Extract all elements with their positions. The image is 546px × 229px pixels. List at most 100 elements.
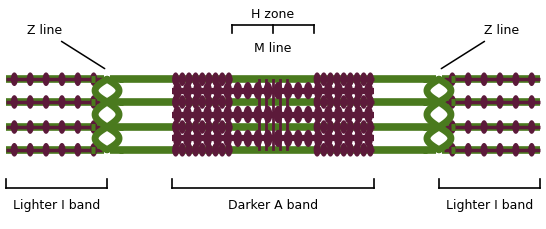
Polygon shape <box>340 95 347 102</box>
Polygon shape <box>212 72 219 79</box>
Polygon shape <box>528 79 535 86</box>
Polygon shape <box>353 79 360 86</box>
Polygon shape <box>465 102 472 109</box>
Polygon shape <box>327 143 334 150</box>
Polygon shape <box>244 130 252 138</box>
Polygon shape <box>11 102 18 109</box>
Polygon shape <box>334 91 343 99</box>
Polygon shape <box>304 106 312 114</box>
Polygon shape <box>27 150 34 157</box>
Polygon shape <box>321 79 327 86</box>
Polygon shape <box>234 130 242 138</box>
Polygon shape <box>347 127 354 134</box>
Polygon shape <box>480 102 488 109</box>
Polygon shape <box>172 143 179 150</box>
Polygon shape <box>186 79 193 86</box>
Polygon shape <box>43 72 50 79</box>
Polygon shape <box>199 95 206 102</box>
Polygon shape <box>364 91 373 99</box>
Polygon shape <box>90 79 97 86</box>
Polygon shape <box>43 143 50 150</box>
Polygon shape <box>205 95 212 102</box>
Polygon shape <box>27 79 34 86</box>
Polygon shape <box>219 79 225 86</box>
Polygon shape <box>334 72 341 79</box>
Polygon shape <box>354 130 363 138</box>
Polygon shape <box>74 95 81 102</box>
Polygon shape <box>353 127 360 134</box>
Polygon shape <box>179 120 186 127</box>
Polygon shape <box>347 95 354 102</box>
Polygon shape <box>340 72 347 79</box>
Polygon shape <box>321 102 327 109</box>
Polygon shape <box>364 138 373 147</box>
Polygon shape <box>27 127 34 134</box>
Polygon shape <box>90 120 97 127</box>
Polygon shape <box>74 143 81 150</box>
Polygon shape <box>225 102 233 109</box>
Polygon shape <box>334 114 343 123</box>
Polygon shape <box>327 120 334 127</box>
Polygon shape <box>344 114 353 123</box>
Polygon shape <box>58 120 66 127</box>
Polygon shape <box>264 91 272 99</box>
Polygon shape <box>179 95 186 102</box>
Polygon shape <box>512 120 519 127</box>
Polygon shape <box>225 95 233 102</box>
Polygon shape <box>205 127 212 134</box>
Polygon shape <box>274 82 282 91</box>
Polygon shape <box>199 102 206 109</box>
Polygon shape <box>58 79 66 86</box>
Polygon shape <box>313 120 321 127</box>
Polygon shape <box>480 72 488 79</box>
Polygon shape <box>465 120 472 127</box>
Polygon shape <box>480 79 488 86</box>
Polygon shape <box>173 106 182 114</box>
Polygon shape <box>213 91 222 99</box>
Polygon shape <box>43 95 50 102</box>
Polygon shape <box>172 72 179 79</box>
Polygon shape <box>360 102 367 109</box>
Polygon shape <box>465 150 472 157</box>
Polygon shape <box>340 79 347 86</box>
Polygon shape <box>324 130 333 138</box>
Polygon shape <box>284 130 293 138</box>
Polygon shape <box>294 130 302 138</box>
Polygon shape <box>321 95 327 102</box>
Polygon shape <box>27 143 34 150</box>
Polygon shape <box>334 150 341 157</box>
Polygon shape <box>219 143 225 150</box>
Polygon shape <box>186 95 193 102</box>
Polygon shape <box>234 82 242 91</box>
Polygon shape <box>192 95 199 102</box>
Polygon shape <box>347 150 354 157</box>
Polygon shape <box>480 127 488 134</box>
Text: Z line: Z line <box>441 24 519 69</box>
Polygon shape <box>304 138 312 147</box>
Polygon shape <box>347 120 354 127</box>
Polygon shape <box>58 72 66 79</box>
Polygon shape <box>364 106 373 114</box>
Polygon shape <box>313 143 321 150</box>
Polygon shape <box>480 95 488 102</box>
Polygon shape <box>192 120 199 127</box>
Polygon shape <box>199 150 206 157</box>
Polygon shape <box>294 91 302 99</box>
Polygon shape <box>193 91 202 99</box>
Polygon shape <box>480 143 488 150</box>
Polygon shape <box>367 72 374 79</box>
Polygon shape <box>11 150 18 157</box>
Polygon shape <box>367 102 374 109</box>
Polygon shape <box>203 114 212 123</box>
Text: Z line: Z line <box>27 24 105 69</box>
Polygon shape <box>219 120 225 127</box>
Polygon shape <box>199 72 206 79</box>
Polygon shape <box>327 127 334 134</box>
Polygon shape <box>347 143 354 150</box>
Polygon shape <box>58 127 66 134</box>
Polygon shape <box>172 95 179 102</box>
Polygon shape <box>172 102 179 109</box>
Polygon shape <box>219 72 225 79</box>
Polygon shape <box>213 114 222 123</box>
Polygon shape <box>223 91 232 99</box>
